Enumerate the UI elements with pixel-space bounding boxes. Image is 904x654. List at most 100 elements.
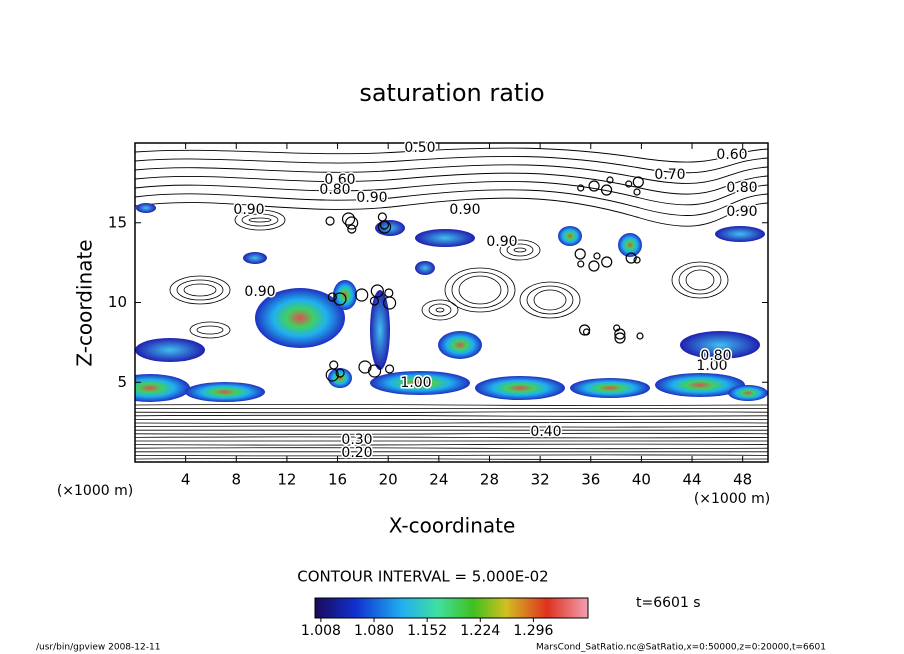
contour-line [135,155,768,174]
contour-loop [355,288,369,302]
saturation-region [655,373,745,397]
contour-line [135,447,768,450]
saturation-region [415,261,435,275]
x-tick-label: 44 [682,471,701,489]
contour-line [135,458,768,460]
contour-line [135,425,768,428]
x-tick-label: 16 [328,471,347,489]
contour-line [135,404,768,406]
y-tick-label: 15 [108,213,127,231]
contour-loop [625,180,633,188]
contour-loop [169,275,231,305]
y-axis-label: Z-coordinate [73,239,97,366]
saturation-region [618,233,642,257]
contour-loop [577,260,585,268]
colorbar-tick-label: 1.080 [354,623,394,639]
contour-line [135,443,768,446]
saturation-region [728,385,768,401]
x-tick-label: 24 [429,471,448,489]
contour-loop [444,267,516,313]
contour-loop [234,209,286,231]
contour-label: 0.90 [486,234,517,250]
contour-loop [606,176,614,184]
contour-loop [196,325,224,335]
contour-line [135,172,768,195]
saturation-region [328,368,352,388]
contour-label: 1.00 [400,375,431,391]
x-tick-label: 48 [733,471,752,489]
contour-loop [341,212,356,226]
contour-loop [636,332,644,340]
saturation-region [135,374,190,402]
colorbar-tick-label: 1.008 [301,623,341,639]
contour-label: 0.90 [244,284,275,300]
saturation-region [475,376,565,400]
contour-loop [176,279,224,301]
contour-label: 0.60 [324,172,355,188]
x-tick-label: 36 [581,471,600,489]
contour-label: 0.30 [341,432,372,448]
contour-loop [428,303,452,317]
contour-loop [601,256,613,268]
x-tick-label: 32 [531,471,550,489]
saturation-region [415,229,475,247]
saturation-region [243,252,267,264]
y-tick-label: 5 [117,373,127,391]
x-unit-label: (×1000 m) [694,491,770,507]
contour-label: 0.90 [449,202,480,218]
contour-line [135,164,768,184]
contour-line [135,197,768,227]
contour-line [135,411,768,414]
contour-loop [435,307,445,313]
saturation-region [255,288,345,348]
contour-line [135,181,768,206]
contour-line [135,422,768,424]
contour-label: 0.40 [530,424,561,440]
colorbar [314,597,589,619]
contour-loop [183,283,217,297]
contour-loop [367,364,382,378]
contour-interval: CONTOUR INTERVAL = 5.000E-02 [297,568,548,586]
contour-loop [582,328,591,336]
contour-loop [671,261,729,299]
contour-loop [345,216,359,230]
contour-loop [614,332,626,344]
contour-loop [384,364,395,374]
x-axis-label: X-coordinate [389,514,516,538]
contour-loop [189,321,231,339]
contour-loop [327,292,337,302]
contour-loop [613,324,621,332]
contour-label: 0.90 [726,204,757,220]
saturation-region [135,338,205,362]
contour-loop [588,260,600,272]
saturation-region [570,378,650,398]
contour-label: 0.70 [654,167,685,183]
x-tick-label: 4 [181,471,191,489]
contour-loop [369,296,380,306]
saturation-region [715,226,765,242]
footer-left: /usr/bin/gpview 2008-12-11 [36,643,160,653]
contour-line [135,454,768,457]
contour-loop [506,243,534,257]
contour-label: 1.00 [696,358,727,374]
saturation-region [558,226,582,246]
contour-loop [574,248,586,260]
contour-loop [593,252,601,260]
saturation-region [136,203,156,213]
contour-loop [451,271,509,309]
chart-title: saturation ratio [359,79,544,107]
contour-label: 0.90 [233,202,264,218]
contour-loop [678,265,722,295]
x-tick-label: 20 [379,471,398,489]
x-tick-label: 40 [632,471,651,489]
colorbar-tick-label: 1.296 [513,623,553,639]
contour-loop [329,360,339,370]
y-unit-label: (×1000 m) [57,483,133,499]
x-tick-label: 8 [232,471,242,489]
contour-loop [577,184,585,192]
contour-loop [458,275,502,305]
contour-line [135,414,768,417]
contour-loop [588,180,600,192]
contour-loop [519,281,581,319]
